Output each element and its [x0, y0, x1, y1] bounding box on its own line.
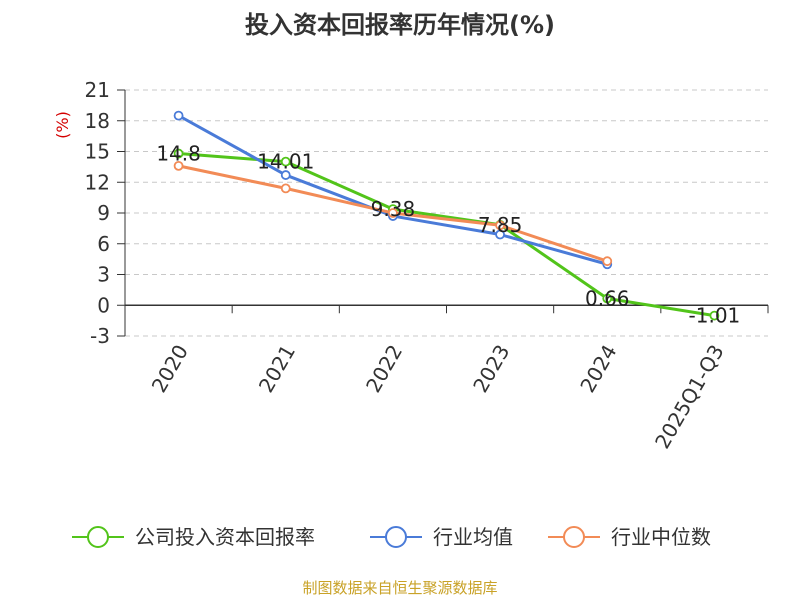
y-tick-label: 18 — [85, 109, 110, 133]
x-tick-label: 2020 — [147, 341, 193, 397]
data-point[interactable] — [280, 183, 291, 194]
data-point[interactable] — [709, 310, 720, 321]
legend-label: 公司投入资本回报率 — [135, 525, 315, 549]
data-point[interactable] — [280, 170, 291, 180]
legend-marker-icon — [385, 526, 407, 548]
legend: 公司投入资本回报率 行业均值 行业中位数 — [72, 525, 711, 549]
legend-marker-icon — [563, 526, 585, 548]
data-point[interactable] — [280, 156, 291, 167]
data-point[interactable] — [495, 229, 505, 240]
series-3 — [173, 160, 613, 267]
data-point[interactable] — [173, 160, 184, 171]
data-label: 14.01 — [257, 150, 314, 174]
y-tick-label: 21 — [85, 78, 110, 102]
y-tick-label: -3 — [90, 324, 110, 348]
chart-title: 投入资本回报率历年情况(%) — [245, 11, 555, 39]
data-point[interactable] — [173, 110, 184, 121]
series-line — [178, 152, 715, 318]
series-2 — [173, 110, 613, 270]
y-tick-label: 9 — [97, 201, 110, 225]
legend-marker-icon — [87, 526, 109, 548]
series-layer — [173, 110, 720, 321]
x-tick-label: 2022 — [361, 341, 407, 397]
x-tick-label: 2025Q1-Q3 — [650, 341, 729, 453]
data-point[interactable] — [495, 220, 505, 231]
x-tick-label: 2023 — [468, 341, 514, 397]
data-label: 7.85 — [478, 213, 523, 237]
y-tick-label: 3 — [97, 263, 110, 287]
x-tick-label: 2024 — [575, 341, 621, 397]
data-point[interactable] — [602, 256, 613, 267]
data-labels: 14.8 14.01 9.38 7.85 0.66 -1.01 — [156, 142, 740, 328]
y-tick-label: 12 — [85, 170, 110, 194]
axes: 21 18 15 12 9 6 3 0 -3 2020 2021 2022 2023 2024 2025Q1… — [85, 78, 769, 453]
data-point[interactable] — [388, 208, 398, 218]
legend-label: 行业均值 — [433, 525, 513, 549]
grid-lines — [125, 89, 768, 337]
y-tick-label: 15 — [85, 140, 110, 164]
y-tick-label: 6 — [97, 232, 110, 256]
source-note: 制图数据来自恒生聚源数据库 — [302, 579, 497, 597]
data-point[interactable] — [602, 293, 613, 304]
data-label: 9.38 — [371, 197, 416, 221]
legend-label: 行业中位数 — [611, 525, 711, 549]
y-tick-label: 0 — [97, 293, 110, 317]
series-line — [177, 114, 608, 266]
legend-item[interactable]: 行业中位数 — [548, 525, 711, 549]
data-label: 14.8 — [156, 142, 201, 166]
data-label: 0.66 — [585, 286, 630, 310]
x-tick-label: 2021 — [254, 341, 300, 397]
series-1 — [173, 148, 720, 321]
legend-item[interactable]: 行业均值 — [370, 525, 513, 549]
data-label: -1.01 — [689, 304, 741, 328]
data-point[interactable] — [173, 148, 184, 159]
y-axis-label: (%) — [53, 111, 72, 139]
legend-item[interactable]: 公司投入资本回报率 — [72, 525, 315, 549]
